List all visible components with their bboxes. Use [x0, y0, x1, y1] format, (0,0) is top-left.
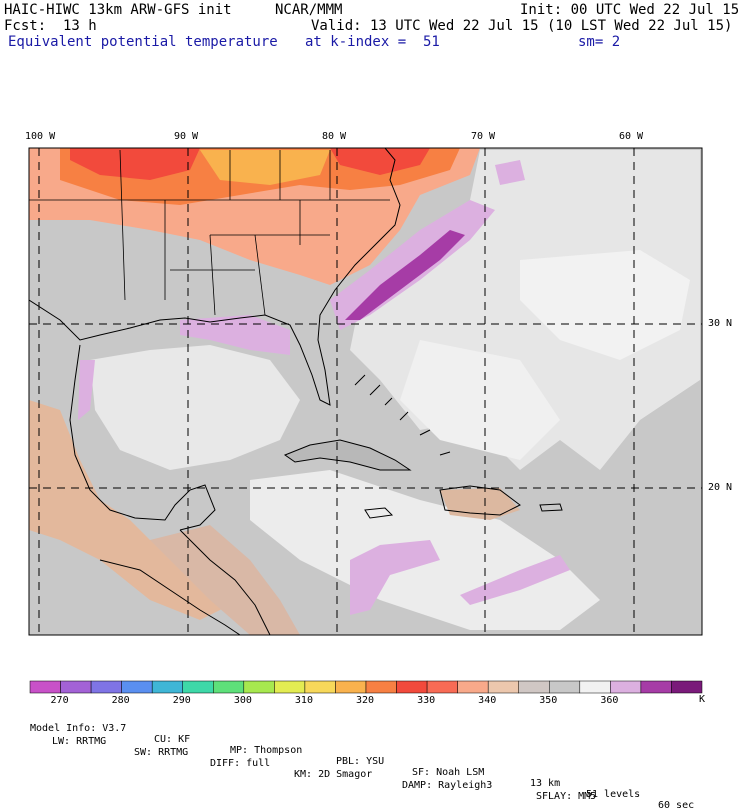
puerto-rico-outline: [539, 503, 563, 512]
central-america-coastline: [99, 529, 271, 635]
lat-label-30n: 30 N: [708, 318, 733, 329]
colorbar-swatch: [396, 680, 428, 694]
colorbar-swatch: [151, 680, 183, 694]
footer-sflay: SFLAY: MM5: [536, 791, 597, 802]
smoothing-label: sm= 2: [578, 34, 621, 50]
yellow-patch: [200, 150, 330, 185]
footer-damp: DAMP: Rayleigh3: [402, 780, 493, 791]
colorbar-swatch: [335, 680, 367, 694]
valid-time: Valid: 13 UTC Wed 22 Jul 15 (10 LST Wed …: [311, 18, 733, 34]
light-gray-gulf: [90, 345, 300, 470]
colorbar-tick-label: 320: [356, 695, 375, 706]
map-frame: [28, 147, 703, 636]
purple-caribbean-1: [350, 540, 440, 615]
purple-gulf-coast: [180, 315, 290, 355]
jamaica-outline: [364, 507, 394, 519]
colorbar-swatch: [549, 680, 581, 694]
org-label: NCAR/MMM: [275, 2, 343, 18]
colorbar-tick-label: 300: [233, 695, 252, 706]
purple-texas-coast: [78, 360, 95, 420]
near-white-atlantic: [520, 250, 690, 360]
mexico-coastline: [69, 344, 216, 531]
graticule: [29, 148, 702, 635]
colorbar-swatch: [182, 680, 214, 694]
purple-caribbean-2: [460, 555, 570, 605]
hottest-land-north: [70, 148, 430, 180]
colorbar-tick-label: 360: [600, 695, 619, 706]
footer-lw: LW: RRTMG: [52, 736, 107, 747]
colorbar-swatch: [90, 680, 122, 694]
colorbar-swatch: [365, 680, 397, 694]
model-title: HAIC-HIWC 13km ARW-GFS init: [4, 2, 232, 18]
theta-e-max-band: [345, 230, 465, 320]
near-white-atlantic-2: [400, 340, 560, 460]
colorbar-swatch: [213, 680, 245, 694]
state-borders: [29, 149, 390, 316]
lon-label-100w: 100 W: [25, 131, 56, 142]
colorbar-swatch: [640, 680, 672, 694]
colorbar-swatch: [457, 680, 489, 694]
lon-label-80w: 80 W: [322, 131, 347, 142]
field-name: Equivalent potential temperature: [8, 34, 278, 50]
colorbar-tick-label: 280: [111, 695, 130, 706]
theta-e-map: [28, 147, 703, 694]
colorbar-unit: K: [699, 694, 706, 705]
colorbar-swatch: [610, 680, 642, 694]
footer-model-info: Model Info: V3.7: [30, 723, 127, 734]
footer-km: KM: 2D Smagor: [294, 769, 373, 780]
colorbar-swatch: [518, 680, 550, 694]
colorbar-swatch: [121, 680, 153, 694]
purple-atlantic-patch: [495, 160, 525, 185]
footer-line-2: LW: RRTMG SW: RRTMG DIFF: full KM: 2D Sm…: [30, 725, 740, 802]
lon-label-60w: 60 W: [619, 131, 644, 142]
colorbar-tick-label: 340: [478, 695, 497, 706]
colorbar-tick-label: 350: [539, 695, 558, 706]
init-time: Init: 00 UTC Wed 22 Jul 15: [520, 2, 740, 18]
colorbar-swatch: [579, 680, 611, 694]
colorbar-swatch: [29, 680, 61, 694]
bahamas-outline: [354, 374, 451, 456]
colorbar-swatch: [243, 680, 275, 694]
footer-sw: SW: RRTMG: [134, 747, 189, 758]
colorbar-swatch: [426, 680, 458, 694]
colorbar: [29, 680, 703, 694]
colorbar-tick-label: 310: [294, 695, 313, 706]
forecast-hour: Fcst: 13 h: [4, 18, 97, 34]
lon-label-70w: 70 W: [471, 131, 496, 142]
colorbar-tick-label: 270: [50, 695, 69, 706]
level-label: at k-index = 51: [305, 34, 440, 50]
colorbar-swatch: [304, 680, 336, 694]
us-coastline: [29, 148, 401, 406]
colorbar-tick-label: 330: [417, 695, 436, 706]
central-america-land: [150, 525, 300, 635]
colorbar-swatch: [274, 680, 306, 694]
colorbar-swatch: [60, 680, 92, 694]
hispaniola-outline: [439, 485, 521, 516]
colorbar-tick-label: 290: [172, 695, 191, 706]
lat-label-20n: 20 N: [708, 482, 733, 493]
colorbar-swatch: [487, 680, 519, 694]
footer-diff: DIFF: full: [210, 758, 271, 769]
colorbar-swatch: [671, 680, 703, 694]
cuba-outline: [283, 439, 412, 471]
lon-label-90w: 90 W: [174, 131, 199, 142]
